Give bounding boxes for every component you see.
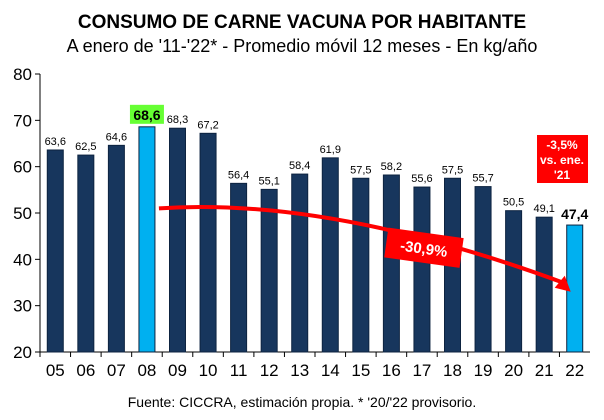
bar-13 <box>291 173 309 353</box>
bar-11 <box>230 182 248 353</box>
x-tick-label: 15 <box>351 361 370 380</box>
y-tick-label: 20 <box>13 343 32 362</box>
change-total-bg <box>384 227 464 268</box>
data-label: 47,4 <box>561 206 588 222</box>
chart-title: CONSUMO DE CARNE VACUNA POR HABITANTE <box>77 12 527 33</box>
y-tick-label: 30 <box>13 297 32 316</box>
bar-06 <box>77 154 95 353</box>
data-label: 58,2 <box>381 161 402 173</box>
data-label: 49,1 <box>533 203 554 215</box>
data-label: 55,7 <box>472 173 493 185</box>
bar-08 <box>138 126 156 353</box>
change-yoy-bg <box>537 135 588 183</box>
data-label: 57,5 <box>442 164 463 176</box>
arrow-head-icon <box>554 275 571 292</box>
data-label: 57,5 <box>350 164 371 176</box>
change-yoy-label: vs. ene. <box>540 153 584 167</box>
y-tick-label: 40 <box>13 250 32 269</box>
x-tick-label: 06 <box>76 361 95 380</box>
trend-arrow <box>158 205 564 285</box>
data-label: 64,6 <box>106 131 127 143</box>
change-total-label: -30,9% <box>399 238 448 261</box>
chart-subtitle: A enero de '11-'22* - Promedio móvil 12 … <box>66 36 538 56</box>
y-tick-label: 60 <box>13 158 32 177</box>
bar-12 <box>260 188 278 353</box>
data-label: 63,6 <box>45 136 66 148</box>
x-tick-label: 14 <box>321 361 340 380</box>
bar-07 <box>107 144 125 353</box>
x-tick-label: 07 <box>107 361 126 380</box>
change-total-badge: -30,9% <box>384 227 464 268</box>
x-tick-label: 18 <box>443 361 462 380</box>
bar-15 <box>352 177 370 353</box>
x-tick-label: 13 <box>290 361 309 380</box>
bar-19 <box>474 186 492 353</box>
data-label: 61,9 <box>320 144 341 156</box>
change-yoy-label: -3,5% <box>546 138 578 152</box>
source-note: Fuente: CICCRA, estimación propia. * '20… <box>127 394 477 410</box>
y-tick-label: 80 <box>13 65 32 84</box>
x-tick-label: 10 <box>199 361 218 380</box>
data-label: 68,6 <box>133 107 160 123</box>
x-tick-label: 08 <box>137 361 156 380</box>
data-label: 55,6 <box>411 173 432 185</box>
data-label: 50,5 <box>503 197 524 209</box>
data-label: 58,4 <box>289 160 310 172</box>
data-label: 62,5 <box>75 141 96 153</box>
peak-label-bg <box>129 104 164 124</box>
x-tick-label: 19 <box>474 361 493 380</box>
x-tick-label: 22 <box>565 361 584 380</box>
x-tick-label: 05 <box>46 361 65 380</box>
x-tick-label: 16 <box>382 361 401 380</box>
x-tick-label: 17 <box>412 361 431 380</box>
x-tick-label: 11 <box>230 361 248 380</box>
bar-14 <box>321 157 339 353</box>
data-label: 56,4 <box>228 169 249 181</box>
data-label: 55,1 <box>258 175 279 187</box>
x-tick-label: 20 <box>504 361 523 380</box>
bar-09 <box>169 127 186 353</box>
change-yoy-label: '21 <box>554 168 571 182</box>
bar-16 <box>382 174 400 353</box>
bar-20 <box>505 210 523 353</box>
bar-21 <box>535 216 553 353</box>
x-tick-label: 09 <box>168 361 187 380</box>
y-tick-label: 70 <box>13 111 32 130</box>
bar-17 <box>413 186 431 353</box>
data-label: 67,2 <box>197 119 218 131</box>
bar-05 <box>46 149 64 353</box>
x-tick-label: 21 <box>535 361 554 380</box>
y-tick-label: 50 <box>13 204 32 223</box>
x-tick-label: 12 <box>260 361 279 380</box>
bar-10 <box>199 132 217 353</box>
data-label: 68,3 <box>167 114 188 126</box>
